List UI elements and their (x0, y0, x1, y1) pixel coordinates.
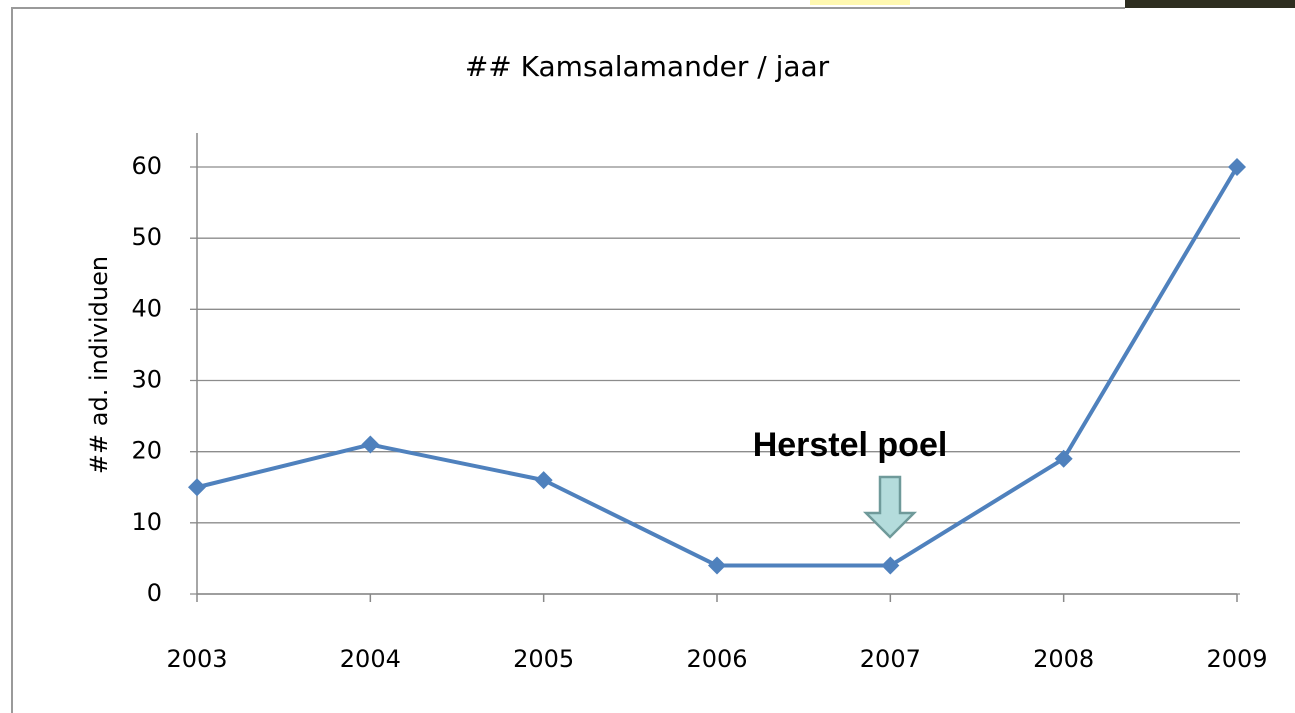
x-tick-label: 2007 (860, 645, 921, 673)
y-tick-label: 50 (131, 223, 162, 251)
x-tick-label: 2004 (340, 645, 401, 673)
y-tick-label: 60 (131, 152, 162, 180)
x-tick-label: 2009 (1206, 645, 1267, 673)
background (0, 0, 1295, 713)
y-tick-label: 40 (131, 294, 162, 322)
chart-title: ## Kamsalamander / jaar (465, 50, 830, 83)
y-tick-label: 20 (131, 437, 162, 465)
annotation: Herstel poel (753, 426, 948, 464)
page: {"chart_data": {"type": "line", "title":… (0, 0, 1295, 713)
x-tick-label: 2008 (1033, 645, 1094, 673)
y-axis-label: ## ad. individuen (85, 256, 113, 474)
page-decoration (1125, 0, 1295, 8)
chart: ## Kamsalamander / jaar ## ad. individue… (0, 0, 1295, 713)
y-tick-label: 0 (147, 579, 162, 607)
page-decoration (810, 0, 910, 5)
y-tick-label: 10 (131, 508, 162, 536)
x-tick-label: 2003 (166, 645, 227, 673)
y-tick-label: 30 (131, 366, 162, 394)
x-tick-label: 2006 (686, 645, 747, 673)
x-tick-label: 2005 (513, 645, 574, 673)
